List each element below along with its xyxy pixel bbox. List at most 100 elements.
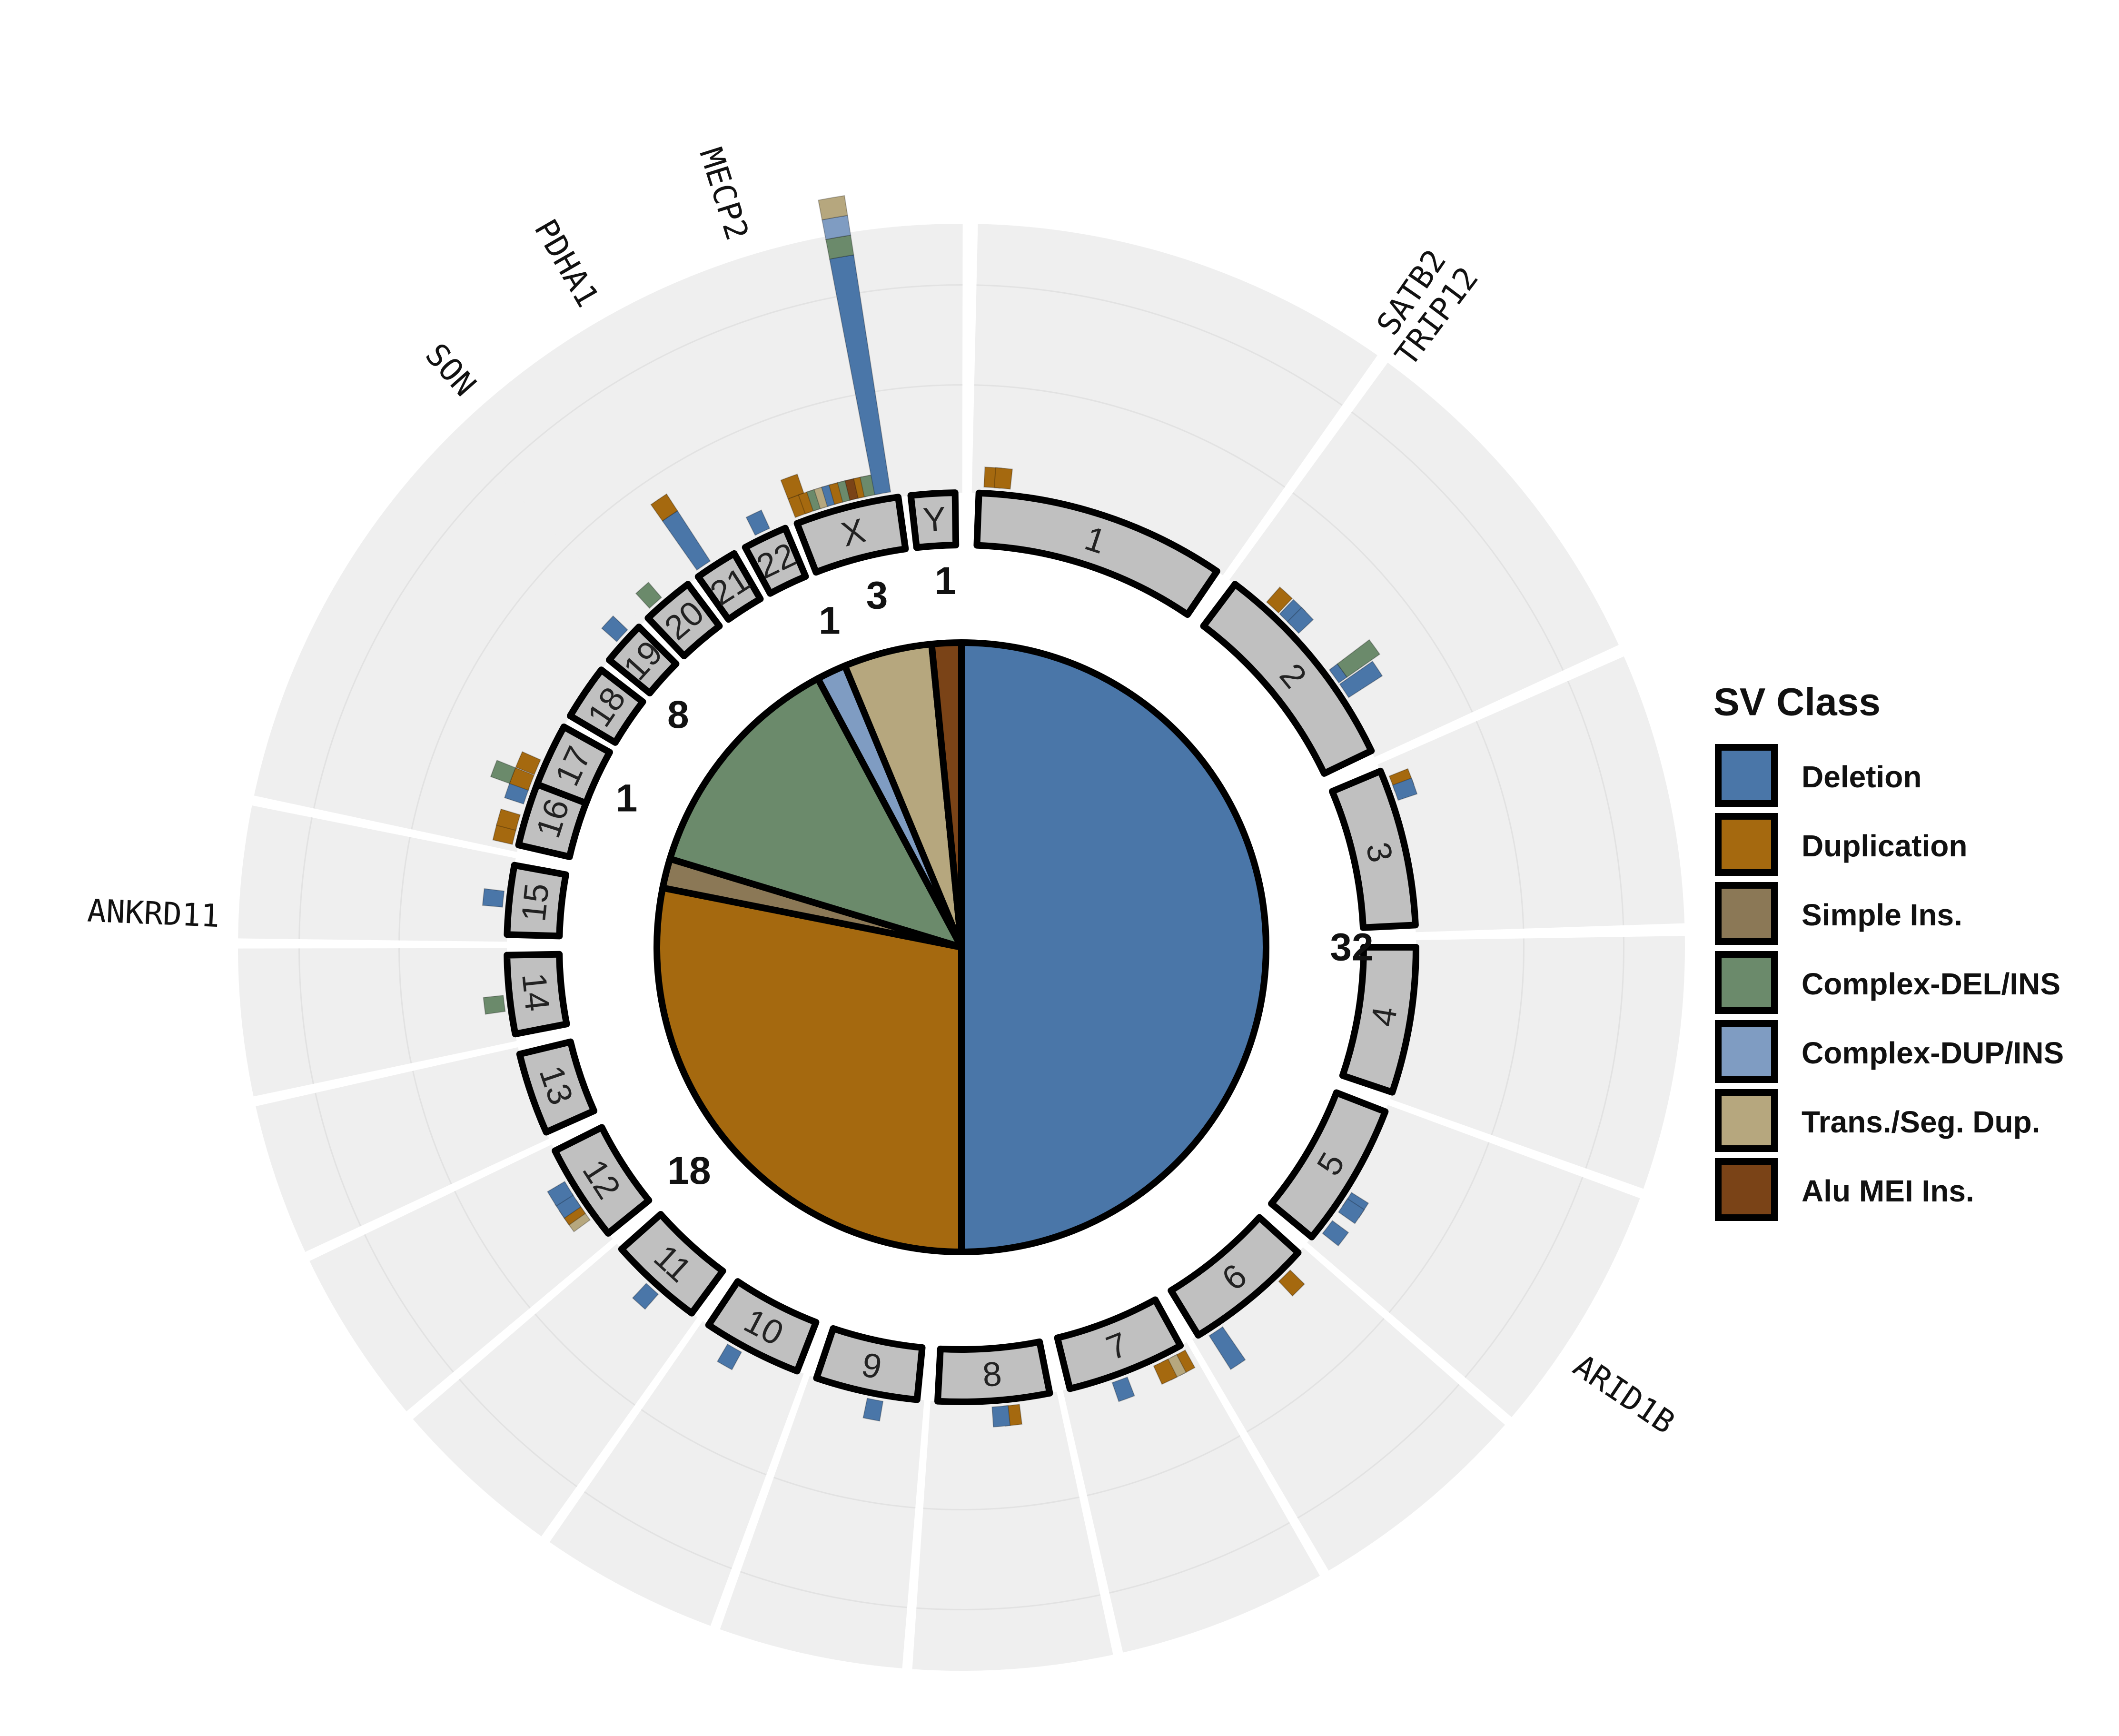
sector-shade	[549, 1321, 804, 1626]
legend-label-alu-mei-ins-: Alu MEI Ins.	[1802, 1174, 1974, 1208]
sv-bar-5-11-0	[1322, 1220, 1349, 1247]
background-sector-20	[454, 362, 694, 623]
legend-swatch-simple-ins-	[1715, 882, 1778, 945]
sv-bar-22-37-0	[745, 509, 771, 536]
sector-gridline	[398, 948, 412, 1063]
sector-shade	[333, 496, 606, 722]
sv-bar-21-36-1	[650, 493, 678, 522]
background-sectors	[238, 224, 1685, 1671]
sector-gridline	[569, 367, 640, 414]
sector-shade	[256, 1047, 549, 1252]
sv-bar-14-27-0	[483, 995, 506, 1015]
background-sector-1	[971, 224, 1378, 575]
pie-label-complex-del-ins: 8	[667, 693, 689, 736]
sector-gridline	[441, 473, 500, 537]
legend-swatch-complex-dup-ins	[1715, 1020, 1778, 1083]
sector-shade	[1307, 1105, 1640, 1418]
chromosome-21	[694, 550, 764, 623]
chromosome-label-8: 8	[981, 1355, 1003, 1394]
pie-slice-duplication	[654, 884, 965, 1255]
gene-label-ankrd11: ANKRD11	[87, 893, 220, 935]
chromosome-19	[605, 624, 680, 696]
sv-bar-19-34-0	[601, 615, 628, 643]
sector-gridline	[385, 534, 444, 620]
pie-slice-complex-del-ins	[666, 675, 965, 951]
sector-gridline	[496, 411, 572, 476]
pie-label-complex-dup-ins: 1	[819, 599, 841, 642]
chromosome-12	[552, 1124, 653, 1237]
background-sector-3	[1377, 656, 1685, 932]
sector-shade	[912, 1391, 1113, 1671]
sv-bar-7-16-0	[1153, 1358, 1178, 1385]
chromosome-1	[973, 489, 1220, 618]
sv-bar-15-28-0	[482, 888, 505, 908]
sector-gridline	[686, 425, 752, 457]
background-sector-5	[1307, 1105, 1640, 1418]
sv-bar-9-20-0	[862, 1398, 884, 1422]
sector-gridline	[398, 837, 411, 941]
background-sector-8	[912, 1391, 1113, 1671]
sv-bar-7-17-0	[1111, 1376, 1135, 1402]
gene-label-mecp2: MECP2	[692, 143, 755, 245]
chromosome-17	[534, 724, 613, 807]
sv-bar-5-10-0	[1337, 1198, 1365, 1224]
gene-label-son: SON	[418, 337, 483, 403]
sv-bar-X-48-3	[818, 195, 848, 220]
sector-shade	[1063, 1342, 1320, 1653]
background-sector-9	[720, 1376, 924, 1668]
sv-bar-16-32-0	[509, 767, 535, 791]
sv-bar-2-4-0	[1287, 606, 1314, 634]
sector-shade	[1377, 656, 1685, 932]
background-sector-17	[282, 586, 568, 791]
sector-shade	[282, 586, 568, 791]
sv-bar-17-33-0	[515, 751, 542, 775]
sector-shade	[1390, 936, 1685, 1189]
background-sector-13	[256, 1047, 549, 1252]
sector-shade	[869, 224, 963, 496]
sv-bar-1-1-0	[993, 467, 1013, 490]
sector-shade	[454, 362, 694, 623]
sv-bar-X-48-1	[825, 234, 854, 260]
legend-swatch-deletion	[1715, 744, 1778, 807]
gene-label-arid1b: ARID1B	[1567, 1347, 1682, 1441]
sv-bar-12-26-0	[546, 1180, 574, 1207]
sector-gridline	[916, 1594, 1100, 1610]
pie-slice-deletion	[958, 639, 1269, 1255]
sector-gridline	[472, 596, 522, 669]
chromosome-2	[1200, 581, 1375, 777]
chromosome-label-14: 14	[515, 971, 556, 1013]
sector-gridline	[628, 455, 689, 495]
background-sector-18	[333, 496, 606, 722]
sector-gridline	[923, 1496, 1079, 1510]
sector-shade	[720, 1376, 924, 1668]
chromosome-5	[1268, 1089, 1389, 1240]
sv-bar-11-22-0	[632, 1282, 659, 1310]
sv-bar-10-21-0	[716, 1343, 743, 1370]
sv-bar-6-12-0	[1278, 1269, 1306, 1297]
sv-bar-X-48-0	[829, 254, 891, 496]
sv-bars	[482, 195, 1418, 1428]
background-sector-21	[533, 315, 741, 581]
chromosome-15	[504, 862, 569, 940]
chromosome-label-15: 15	[515, 882, 556, 923]
sv-bar-20-35-0	[635, 581, 663, 609]
sector-shade	[1229, 362, 1619, 757]
legend-label-complex-dup-ins: Complex-DUP/INS	[1802, 1036, 2064, 1070]
sector-gridline	[338, 616, 388, 720]
chromosome-4	[1339, 944, 1419, 1096]
sector-gridline	[433, 666, 475, 754]
chromosome-9	[813, 1325, 926, 1403]
sector-gridline	[411, 728, 445, 830]
background-sector-19	[394, 429, 644, 666]
legend-label-duplication: Duplication	[1802, 829, 1967, 863]
pie-label-duplication: 18	[667, 1149, 711, 1192]
chromosome-3	[1328, 767, 1419, 931]
sv-bar-16-32-1	[490, 759, 516, 784]
chromosome-13	[516, 1038, 598, 1136]
legend: SV Class Deletion Duplication Simple Ins. Co…	[1713, 681, 2064, 1221]
pie-label-simple-ins-: 1	[616, 776, 638, 820]
sv-bar-2-2-0	[1266, 586, 1293, 614]
sector-shade	[394, 429, 644, 666]
